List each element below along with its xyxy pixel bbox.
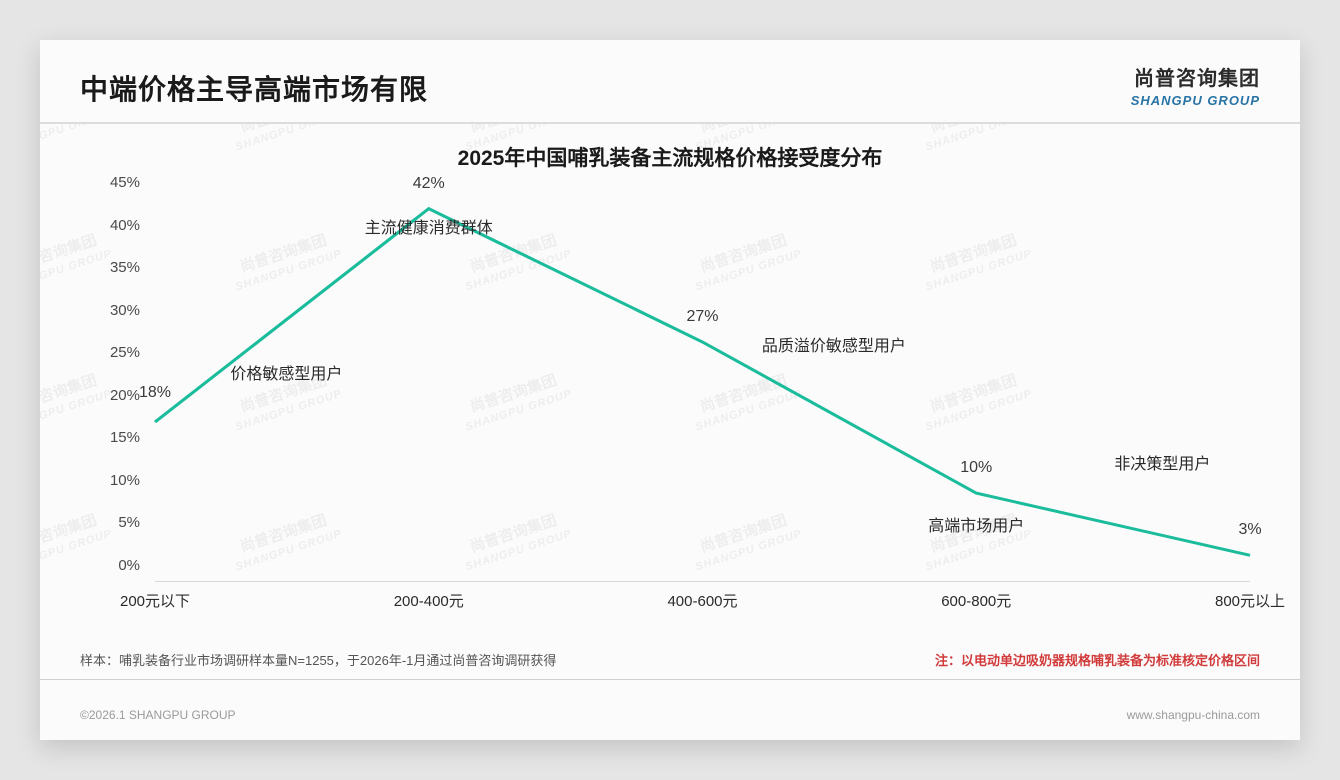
category-annotation-4: 非决策型用户 [1114, 450, 1210, 474]
brand-name-cn: 尚普咨询集团 [1131, 62, 1260, 91]
x-axis-tick-3: 600-800元 [941, 590, 1011, 611]
y-axis-tick: 0% [80, 557, 140, 574]
plot-inner: 18% 42% 27% 10% 3% 价格敏感型用户 主流健康消费群体 品质溢价敏感型用户高… [155, 182, 1250, 582]
category-annotation-3: 高端市场用户 [928, 512, 1024, 536]
website-link[interactable]: www.shangpu-china.com [1127, 708, 1260, 722]
x-axis-tick-4: 800元以上 [1215, 590, 1285, 611]
slide-container: 中端价格主导高端市场有限 尚普咨询集团 SHANGPU GROUP 2025年中… [40, 40, 1300, 740]
category-annotation-1: 主流健康消费群体 [365, 214, 493, 238]
brand-name-en: SHANGPU GROUP [1131, 93, 1260, 108]
y-axis-tick: 15% [80, 429, 140, 446]
category-annotation-0: 价格敏感型用户 [230, 360, 342, 384]
plot-area: 45% 40% 35% 30% 25% 20% 15% 10% 5% 0% 18% 42% 27% 10… [80, 182, 1260, 612]
x-axis-tick-2: 400-600元 [667, 590, 737, 611]
header-section: 中端价格主导高端市场有限 尚普咨询集团 SHANGPU GROUP [40, 40, 1300, 124]
data-value-label-0: 18% [139, 384, 171, 402]
sample-note: 样本：哺乳装备行业市场调研样本量N=1255，于2026年-1月通过尚普咨询调研… [80, 650, 556, 669]
y-axis-tick: 25% [80, 344, 140, 361]
footer-bottom: ©2026.1 SHANGPU GROUP www.shangpu-china.… [40, 708, 1300, 722]
y-axis-tick: 30% [80, 302, 140, 319]
page-background: 中端价格主导高端市场有限 尚普咨询集团 SHANGPU GROUP 2025年中… [0, 0, 1340, 780]
data-value-label-1: 42% [413, 175, 445, 193]
data-value-label-4: 3% [1238, 521, 1261, 539]
definition-note: 注：以电动单边吸奶器规格哺乳装备为标准核定价格区间 [935, 650, 1260, 669]
x-axis-tick-0: 200元以下 [120, 590, 190, 611]
page-title: 中端价格主导高端市场有限 [80, 68, 1260, 108]
copyright-text: ©2026.1 SHANGPU GROUP [80, 708, 236, 722]
y-axis-tick: 5% [80, 514, 140, 531]
x-axis-tick-1: 200-400元 [394, 590, 464, 611]
brand-block: 尚普咨询集团 SHANGPU GROUP [1131, 62, 1260, 108]
y-axis-tick: 40% [80, 217, 140, 234]
chart-title: 2025年中国哺乳装备主流规格价格接受度分布 [80, 142, 1260, 172]
category-annotation-2: 品质溢价敏感型用户 [762, 332, 906, 356]
data-value-label-3: 10% [960, 459, 992, 477]
footer-notes: 样本：哺乳装备行业市场调研样本量N=1255，于2026年-1月通过尚普咨询调研… [40, 650, 1300, 680]
y-axis: 45% 40% 35% 30% 25% 20% 15% 10% 5% 0% [80, 182, 140, 582]
y-axis-tick: 20% [80, 387, 140, 404]
y-axis-tick: 45% [80, 174, 140, 191]
y-axis-tick: 10% [80, 472, 140, 489]
data-value-label-2: 27% [686, 308, 718, 326]
y-axis-tick: 35% [80, 259, 140, 276]
x-axis: 200元以下 200-400元 400-600元 600-800元 800元以上 [155, 582, 1250, 612]
